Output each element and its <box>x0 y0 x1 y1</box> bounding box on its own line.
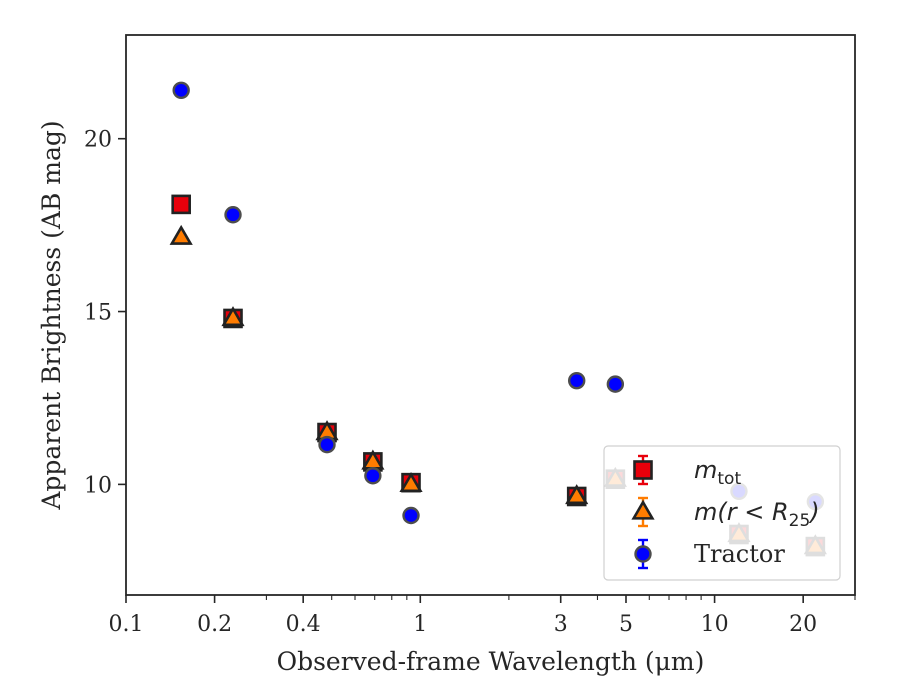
circle-marker <box>224 206 242 224</box>
x-tick-label: 0.4 <box>286 612 321 637</box>
triangle-marker <box>565 484 589 505</box>
circle-marker <box>172 81 190 100</box>
circle-marker <box>402 506 420 525</box>
legend-label: mtot <box>694 456 741 489</box>
legend-entry: Tractor <box>634 538 785 570</box>
x-axis-label: Observed-frame Wavelength (μm) <box>277 647 705 676</box>
y-tick-label: 10 <box>84 473 112 498</box>
triangle-marker <box>169 224 193 245</box>
legend: mtot m(r < R25) Tractor <box>603 445 841 581</box>
x-tick-label: 20 <box>789 612 817 637</box>
y-tick-label: 15 <box>84 301 112 326</box>
circle-marker <box>318 435 336 454</box>
triangle-marker <box>631 499 655 520</box>
x-tick-label: 0.1 <box>109 612 144 637</box>
x-tick-label: 3 <box>554 612 568 637</box>
circle-marker <box>364 467 382 485</box>
circle-marker <box>634 545 652 563</box>
legend-label: m(r < R25) <box>694 498 820 531</box>
legend-box <box>603 445 841 581</box>
y-tick-label: 20 <box>84 128 112 153</box>
x-tick-label: 5 <box>619 612 633 637</box>
legend-entry: mtot <box>633 454 741 489</box>
triangle-marker <box>399 472 423 493</box>
x-tick-label: 10 <box>701 612 729 637</box>
plot-frame <box>125 34 856 596</box>
x-tick-label: 0.2 <box>197 612 232 637</box>
y-axis-label: Apparent Brightness (AB mag) <box>37 120 66 510</box>
square-marker <box>171 194 191 215</box>
circle-marker <box>606 375 625 393</box>
legend-entry: m(r < R25) <box>631 496 820 531</box>
circle-marker <box>568 371 586 390</box>
triangle-marker <box>221 306 245 327</box>
legend-label: Tractor <box>694 540 785 568</box>
square-marker <box>633 460 653 480</box>
axis-ticks: 0.1 0.2 0.4 1 3 5 10 20 10 15 20 <box>84 128 856 637</box>
x-tick-label: 1 <box>413 612 427 637</box>
